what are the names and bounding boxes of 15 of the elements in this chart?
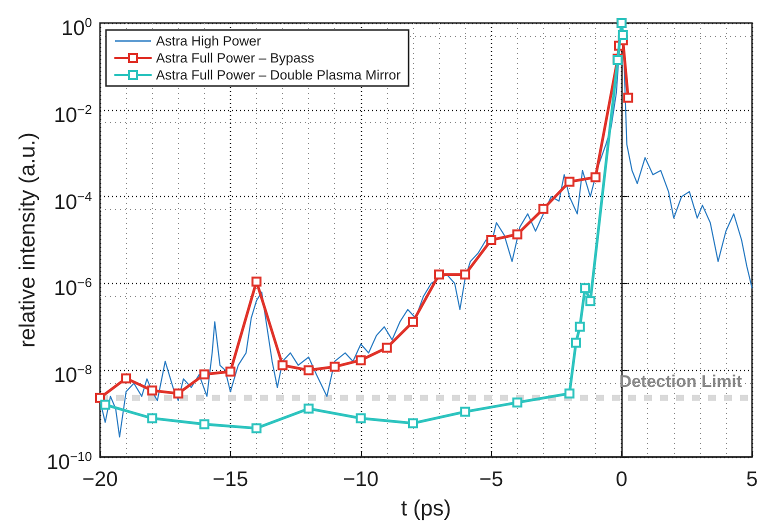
legend-label: Astra Full Power – Bypass (156, 50, 315, 66)
x-tick-label: −15 (212, 468, 248, 491)
y-axis-title: relative intensity (a.u.) (14, 132, 40, 348)
y-tick-label: 10$^{0}$ (61, 14, 92, 42)
x-tick-label: −10 (342, 468, 379, 491)
x-axis-title: t (ps) (400, 496, 452, 520)
legend-label: Astra Full Power – Double Plasma Mirror (156, 68, 402, 82)
y-tick-label: 10$^{−8}$ (54, 361, 92, 390)
x-tick-label: −5 (479, 468, 504, 491)
y-tick-label: 10$^{−6}$ (54, 274, 92, 302)
x-tick-label: 5 (746, 468, 758, 491)
legend-label: Astra High Power (156, 34, 262, 48)
y-tick-label: 10$^{−2}$ (54, 100, 92, 129)
x-tick-label: 0 (616, 468, 628, 491)
y-tick-label: 10$^{−4}$ (54, 188, 92, 216)
